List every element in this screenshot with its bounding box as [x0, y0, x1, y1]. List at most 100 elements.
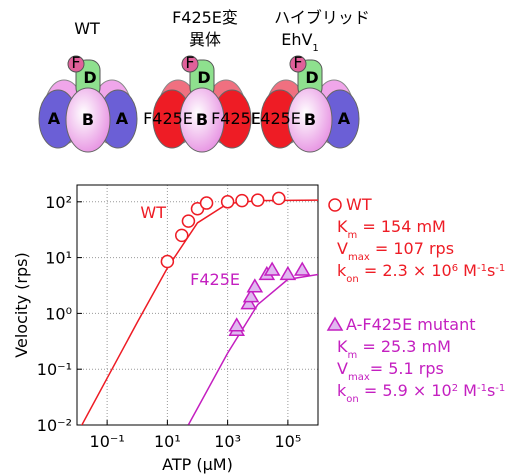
- annotation-segment: on: [346, 274, 358, 285]
- annotation-segment: K: [337, 217, 348, 236]
- marker: [181, 214, 196, 228]
- diagram-title: EhV1: [281, 30, 319, 54]
- diagram-title: F425E変: [172, 8, 238, 27]
- annotation-segment: 2: [452, 383, 458, 394]
- annotation-segment: K: [337, 337, 348, 356]
- annotation-segment: = 2.3 × 10: [359, 261, 452, 280]
- label-lobe: A: [48, 109, 61, 128]
- annotation-segment: max: [348, 252, 370, 263]
- f-subunit: [181, 55, 199, 73]
- marker: [174, 228, 189, 243]
- x-tick-label: 10⁵: [274, 432, 301, 451]
- fit-line: [81, 199, 318, 425]
- marker: [293, 261, 311, 276]
- x-tick-label: 10³: [214, 432, 241, 451]
- annotation-line: kon = 5.9 × 102 M-1s-1: [337, 381, 505, 405]
- label-lobe: F425E: [251, 109, 301, 128]
- series-label: WT: [140, 203, 166, 222]
- b-subunit: [179, 87, 225, 153]
- annotation-segment: = 25.3 mM: [357, 337, 451, 356]
- annotation-line: Vmax= 5.1 rps: [337, 359, 444, 383]
- annotation-segment: = 5.1 rps: [370, 359, 444, 378]
- diagram-title: WT: [74, 19, 100, 38]
- label-lobe: F425E: [143, 109, 193, 128]
- annotation-segment: = 5.9 × 10: [359, 381, 452, 400]
- label-b: B: [82, 110, 94, 129]
- y-tick-label: 10⁻²: [37, 416, 72, 435]
- series-label: F425E: [190, 270, 240, 289]
- annotation-segment: m: [348, 350, 358, 361]
- annotation-segment: -1: [477, 263, 487, 274]
- marker: [263, 261, 281, 276]
- annotation-segment: -1: [495, 383, 505, 394]
- marker: [328, 198, 342, 212]
- x-axis-label: ATP (μM): [162, 455, 233, 474]
- x-tick-label: 10¹: [154, 432, 181, 451]
- marker: [160, 254, 175, 269]
- f-subunit: [289, 55, 307, 73]
- marker: [240, 295, 257, 310]
- marker: [279, 265, 297, 281]
- marker: [228, 317, 245, 332]
- annotation-segment: -1: [477, 383, 487, 394]
- y-tick-label: 10¹: [45, 249, 72, 268]
- annotation-segment: s: [487, 261, 495, 280]
- annotation-segment: 6: [452, 263, 458, 274]
- label-d: D: [83, 68, 96, 87]
- y-axis-label: Velocity (rps): [12, 252, 31, 357]
- annotation-title: WT: [346, 195, 372, 214]
- marker: [199, 196, 214, 210]
- x-tick-label: 10⁻¹: [90, 432, 125, 451]
- annotation-line: kon = 2.3 × 106 M-1s-1: [337, 261, 505, 285]
- annotation-segment: k: [337, 261, 347, 280]
- label-f: F: [293, 53, 302, 72]
- plot-frame: [76, 184, 319, 426]
- marker: [220, 195, 235, 209]
- label-f: F: [185, 53, 194, 72]
- label-d: D: [305, 68, 318, 87]
- annotation-segment: on: [346, 394, 358, 405]
- annotation-segment: s: [487, 381, 495, 400]
- annotation-segment: m: [348, 230, 358, 241]
- label-b: B: [196, 110, 208, 129]
- label-lobe: A: [116, 109, 129, 128]
- marker: [242, 288, 260, 303]
- label-lobe: A: [338, 109, 351, 128]
- annotation-segment: = 107 rps: [370, 239, 454, 258]
- marker: [246, 278, 264, 293]
- diagram-title-text: EhV: [281, 30, 312, 49]
- label-f: F: [71, 53, 80, 72]
- diagram-title-sub: 1: [312, 43, 318, 54]
- marker: [251, 193, 265, 207]
- marker: [326, 316, 344, 331]
- annotation-line: Km = 154 mM: [337, 217, 446, 241]
- label-b: B: [304, 110, 316, 129]
- diagram-title: ハイブリッド: [274, 8, 370, 27]
- marker: [272, 191, 286, 206]
- annotation-segment: -1: [495, 263, 505, 274]
- y-tick-label: 10⁰: [45, 304, 72, 323]
- motor: FD B A A: [38, 53, 138, 153]
- marker: [235, 193, 249, 208]
- b-subunit: [65, 87, 111, 153]
- annotation-segment: k: [337, 381, 347, 400]
- chart: 10⁻² 10⁻¹ 10⁰ 10¹ 10² 10⁻¹ 10¹ 10³ 10⁵ ATP (μM) Ve…: [12, 184, 505, 474]
- diagram-title: 異体: [189, 30, 221, 49]
- annotation-segment: V: [337, 359, 348, 378]
- annotation-segment: = 154 mM: [357, 217, 446, 236]
- annotation-segment: M: [458, 261, 477, 280]
- annotation-title: A-F425E mutant: [346, 315, 476, 334]
- annotation-segment: max: [348, 372, 370, 383]
- y-tick-label: 10⁻¹: [37, 360, 72, 379]
- annotation-segment: M: [458, 381, 477, 400]
- annotation-line: Vmax = 107 rps: [337, 239, 454, 263]
- annotation-segment: V: [337, 239, 348, 258]
- annotation-line: Km = 25.3 mM: [337, 337, 451, 361]
- label-lobe: F425E: [211, 109, 261, 128]
- f-subunit: [67, 55, 85, 73]
- y-tick-label: 10²: [45, 193, 72, 212]
